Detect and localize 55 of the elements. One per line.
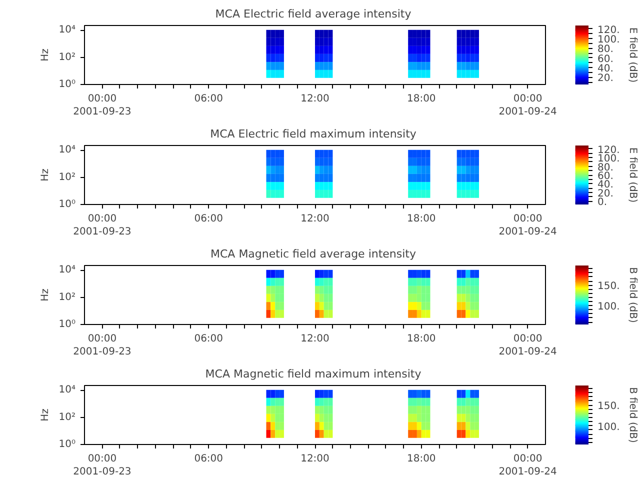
color-bar-label: 150. (598, 281, 620, 292)
x-tick-label: 12:00 (300, 214, 330, 224)
y-tick-label: 10⁴ (58, 264, 76, 276)
color-bar-title: E field (dB) (626, 147, 638, 203)
x-tick-label: 18:00 (406, 334, 436, 344)
y-axis-title: Hz (40, 288, 51, 302)
x-tick-label: 06:00 (194, 94, 224, 104)
x-tick-label: 06:00 (194, 334, 224, 344)
y-tick-label: 10² (58, 292, 76, 303)
x-tick-label: 12:00 (300, 454, 330, 464)
x-tick-label: 00:00 2001-09-23 (73, 94, 132, 118)
chart-title: MCA Electric field maximum intensity (210, 128, 417, 140)
y-tick-label: 10⁴ (58, 24, 76, 36)
y-tick-label: 10⁴ (58, 384, 76, 396)
color-bar-title: E field (dB) (626, 27, 638, 83)
color-bar-label: 150. (598, 401, 620, 412)
chart-title: MCA Electric field average intensity (215, 8, 412, 20)
y-tick-label: 10⁴ (58, 144, 76, 156)
y-tick-label: 10² (58, 172, 76, 183)
color-bar-title: B field (dB) (626, 387, 638, 443)
x-tick-label: 12:00 (300, 94, 330, 104)
color-bar-label: 20. (598, 73, 614, 84)
color-bar-label: 100. (598, 34, 620, 46)
chart-title: MCA Magnetic field maximum intensity (205, 368, 422, 380)
y-tick-label: 10² (58, 52, 76, 63)
color-bar-label: 40. (598, 64, 614, 75)
y-tick-label: 10⁰ (58, 199, 76, 210)
x-tick-label: 18:00 (406, 214, 436, 224)
x-tick-label: 18:00 (406, 94, 436, 104)
y-tick-label: 10² (58, 412, 76, 423)
x-tick-label: 12:00 (300, 334, 330, 344)
x-tick-label: 00:00 2001-09-23 (73, 334, 132, 358)
x-tick-label: 06:00 (194, 214, 224, 224)
chart-title: MCA Magnetic field average intensity (210, 248, 416, 260)
x-tick-label: 00:00 2001-09-24 (498, 334, 557, 358)
y-tick-label: 10⁰ (58, 319, 76, 330)
x-tick-label: 00:00 2001-09-23 (73, 454, 132, 478)
x-tick-label: 00:00 2001-09-23 (73, 214, 132, 238)
color-bar-label: 100. (598, 422, 620, 433)
color-bar-label: 60. (598, 54, 614, 65)
x-tick-label: 00:00 2001-09-24 (498, 94, 557, 118)
x-tick-label: 06:00 (194, 454, 224, 464)
x-tick-label: 18:00 (406, 454, 436, 464)
y-tick-label: 10⁰ (58, 79, 76, 90)
y-tick-label: 10⁰ (58, 439, 76, 450)
color-bar-label: 0. (598, 197, 608, 208)
y-axis-title: Hz (40, 168, 51, 182)
color-bar-label: 100. (598, 302, 620, 313)
y-axis-title: Hz (40, 408, 51, 422)
x-tick-label: 00:00 2001-09-24 (498, 454, 557, 478)
y-axis-title: Hz (40, 48, 51, 62)
color-bar-label: 80. (598, 44, 614, 56)
x-tick-label: 00:00 2001-09-24 (498, 214, 557, 238)
color-bar-label: 120. (598, 24, 620, 36)
color-bar-title: B field (dB) (626, 267, 638, 323)
